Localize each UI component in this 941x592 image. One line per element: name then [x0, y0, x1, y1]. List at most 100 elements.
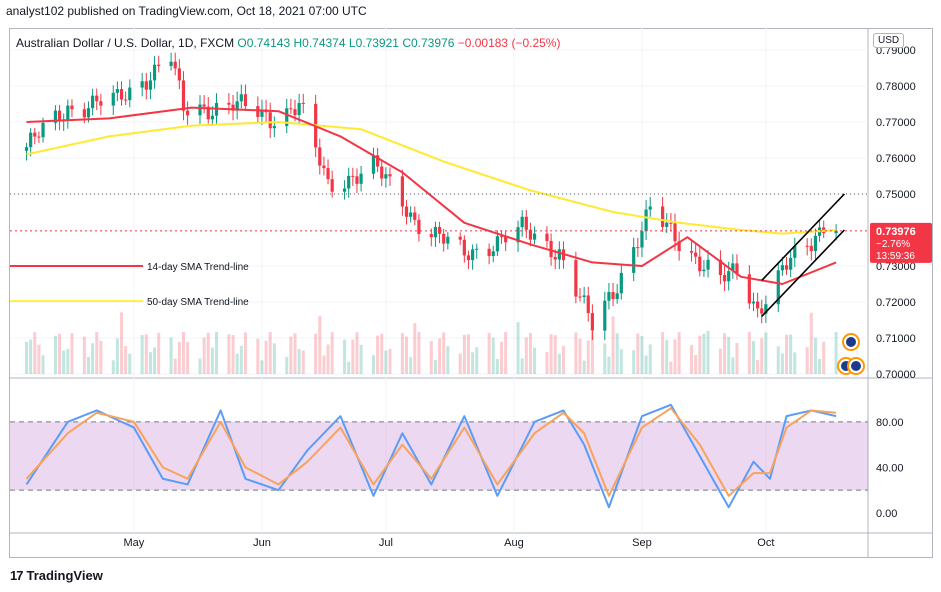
volume-bar [834, 332, 838, 374]
volume-bar [491, 337, 495, 374]
volume-bar [640, 335, 644, 374]
volume-bar [33, 332, 37, 374]
candle-body [698, 256, 702, 272]
volume-bar [764, 332, 768, 374]
volume-bar [153, 347, 157, 374]
candle-body [603, 300, 607, 331]
volume-bar [561, 345, 565, 374]
volume-bar [376, 335, 380, 374]
volume-bar [235, 353, 239, 374]
candle-body [735, 263, 739, 275]
candle-body [235, 101, 239, 111]
volume-bar [359, 344, 363, 374]
footer-brand-label: TradingView [26, 568, 103, 583]
candle-body [809, 245, 813, 252]
candle-body [355, 176, 359, 184]
price-tick-label: 0.78000 [876, 81, 916, 93]
volume-bar [343, 339, 347, 374]
volume-bar [400, 333, 404, 374]
volume-bar [115, 338, 119, 374]
candle-body [57, 110, 62, 122]
volume-bar [268, 332, 272, 374]
volume-bar [673, 339, 677, 374]
volume-bar [446, 346, 450, 374]
volume-bar [25, 342, 29, 374]
volume-bar [91, 343, 95, 374]
footer-brand[interactable]: 17 TradingView [10, 568, 103, 583]
candle-body [119, 89, 124, 100]
volume-bar [37, 344, 41, 374]
volume-bar [173, 358, 177, 374]
volume-bar [632, 350, 636, 374]
change-value: −0.00183 (−0.25%) [457, 36, 561, 50]
stoch-band [10, 421, 868, 491]
candle-body [82, 109, 86, 118]
stoch-tick-label: 80.00 [876, 417, 904, 429]
volume-bar [128, 353, 132, 374]
volume-bar [429, 340, 433, 374]
volume-bar [520, 358, 524, 374]
month-tick-label: Oct [757, 537, 774, 549]
candle-body [516, 227, 520, 243]
volume-bar [756, 359, 760, 374]
volume-bar [297, 349, 301, 374]
candle-body [177, 68, 181, 81]
close-label: C [402, 36, 411, 50]
volume-bar [466, 334, 470, 374]
volume-bar [99, 340, 103, 374]
volume-bar [124, 346, 128, 374]
volume-bar [553, 335, 557, 374]
volume-bar [442, 332, 446, 374]
price-tick-label: 0.73000 [876, 261, 916, 273]
volume-bar [549, 334, 553, 374]
volume-bar [694, 355, 698, 374]
candle-body [99, 101, 103, 106]
high-label: H [293, 36, 303, 50]
candle-body [495, 236, 499, 252]
volume-bar [718, 348, 722, 374]
volume-bar [822, 341, 826, 374]
volume-bar [227, 334, 231, 374]
candle-body [384, 174, 388, 179]
price-tag-bg [870, 222, 932, 263]
volume-bar [29, 339, 33, 374]
candle-body [140, 81, 144, 88]
month-tick-label: Jul [379, 537, 393, 549]
price-tick-label: 0.77000 [876, 117, 916, 129]
candle-body [446, 236, 450, 244]
candle-body [607, 292, 611, 301]
candle-body [813, 235, 818, 252]
volume-bar [590, 332, 594, 374]
volume-bar [487, 332, 491, 374]
candle-body [722, 275, 727, 282]
candle-body [665, 222, 669, 227]
volume-bar [574, 332, 578, 374]
candle-body [433, 226, 438, 238]
candle-body [784, 265, 789, 270]
close-value: 0.73976 [410, 36, 455, 50]
volume-bar [289, 336, 293, 374]
candle-body [669, 222, 673, 224]
volume-bar [809, 312, 813, 374]
currency-badge[interactable]: USD [873, 33, 905, 48]
volume-bar [380, 333, 384, 374]
volume-bar [95, 332, 99, 374]
volume-bar [586, 340, 590, 374]
candle-body [718, 259, 723, 276]
volume-bar [239, 345, 243, 374]
candle-body [169, 61, 173, 67]
volume-bar [603, 343, 607, 374]
volume-bar [504, 332, 508, 374]
country-flag-icon-fill [851, 361, 861, 371]
candle-body [834, 230, 838, 234]
volume-bar [260, 360, 264, 374]
price-tag-line: −2.76% [876, 239, 910, 250]
annotation-label: 14-day SMA Trend-line [147, 262, 249, 273]
candle-body [66, 105, 70, 120]
volume-bar [120, 312, 124, 374]
candle-body [157, 64, 161, 67]
candle-body [388, 174, 392, 177]
candle-body [124, 99, 128, 101]
candle-body [148, 80, 153, 90]
